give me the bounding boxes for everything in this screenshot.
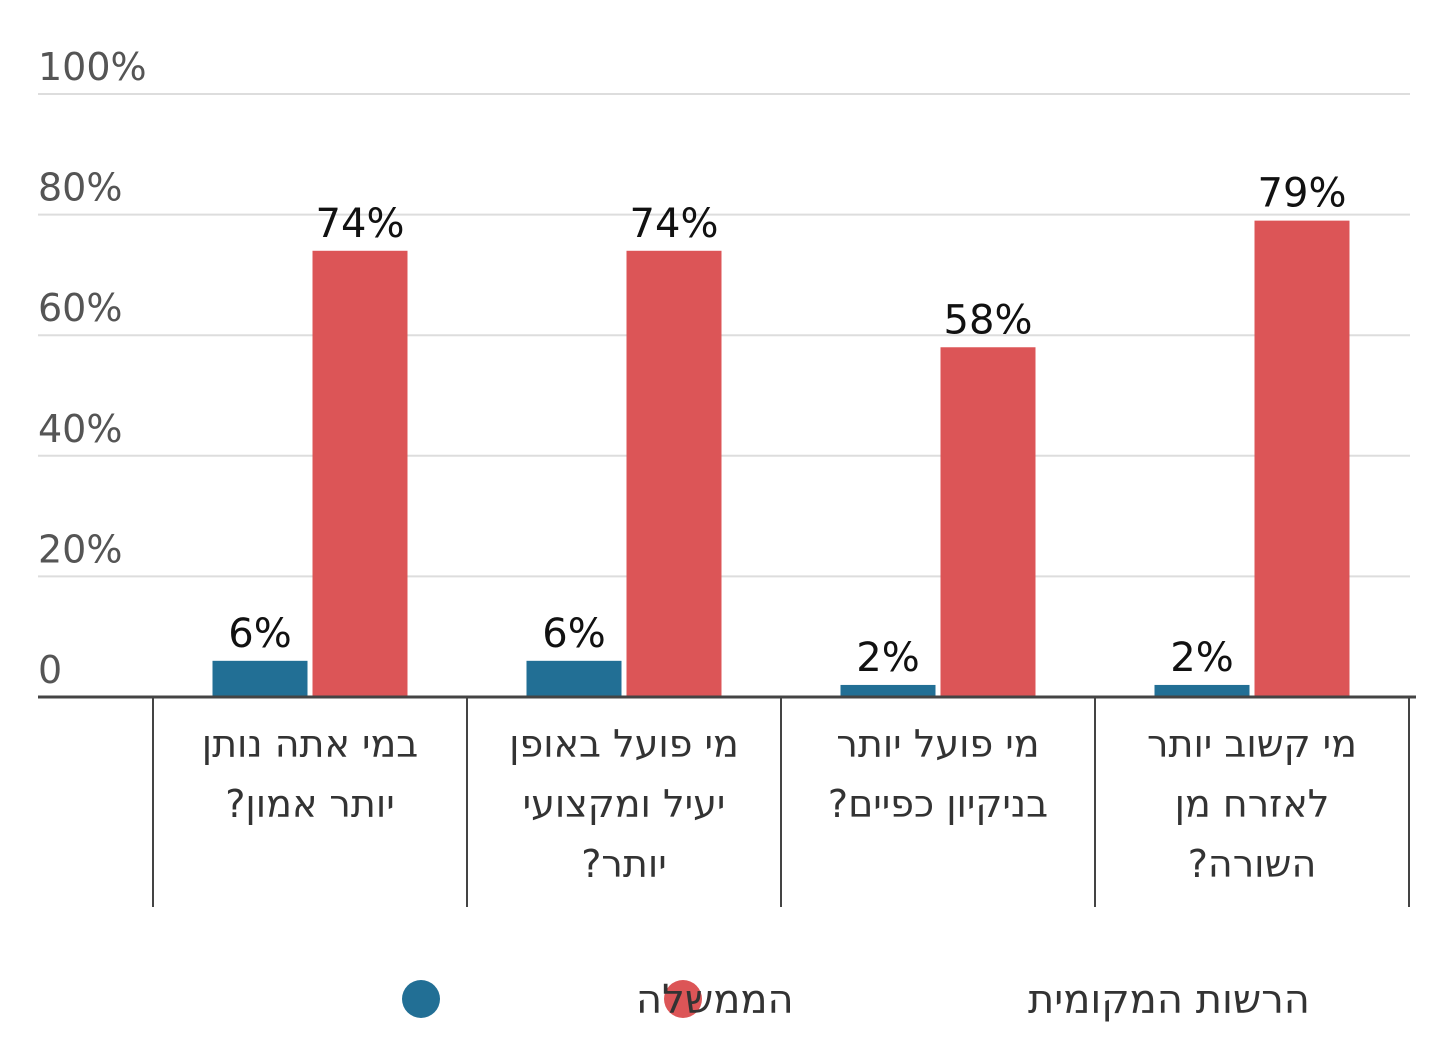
bar-local-authority (940, 347, 1036, 697)
bar-layer: 6% 6% 2% 2% 74% 74% 58% 79% (212, 171, 1350, 697)
legend: הרשות המקומית הממשלה (402, 977, 1310, 1023)
y-tick-label: 100% (38, 45, 147, 89)
legend-label: הרשות המקומית (1028, 977, 1310, 1023)
x-tick-label: מי פועל יותר (836, 722, 1039, 766)
data-label: 2% (856, 635, 919, 681)
bar-local-authority (312, 250, 408, 697)
x-tick-label: במי אתה נותן (202, 722, 419, 766)
x-tick-label: יעיל ומקצועי (523, 782, 726, 826)
bar-government (840, 684, 936, 697)
legend-swatch (402, 980, 440, 1018)
data-label: 2% (1170, 635, 1233, 681)
x-tick-label: השורה? (1188, 842, 1317, 886)
legend-swatch (664, 980, 702, 1018)
data-label: 74% (316, 201, 405, 247)
data-label: 58% (944, 297, 1033, 343)
bar-government (212, 660, 308, 697)
y-tick-label: 40% (38, 407, 122, 451)
bar-government (1154, 684, 1250, 697)
x-tick-label: מי פועל באופן (509, 722, 739, 766)
y-tick-label: 80% (38, 166, 122, 210)
bar-local-authority (1254, 220, 1350, 697)
bar-local-authority (626, 250, 722, 697)
legend-label: הממשלה (636, 977, 794, 1023)
y-tick-label: 60% (38, 286, 122, 330)
x-tick-label: יותר? (581, 842, 666, 886)
y-tick-label: 0 (38, 648, 62, 692)
grid-layer (38, 93, 1410, 578)
x-tick-label: יותר אמון? (225, 782, 394, 826)
axis-layer: 0 20% 40% 60% 80% 100% במי אתה נותן יותר אמון? מ… (38, 45, 1416, 907)
data-label: 74% (630, 201, 719, 247)
x-tick-label: לאזרח מן (1175, 782, 1330, 826)
data-label: 6% (542, 611, 605, 657)
bar-government (526, 660, 622, 697)
x-tick-label: מי קשוב יותר (1147, 722, 1357, 766)
y-tick-label: 20% (38, 527, 122, 571)
x-tick-label: בניקיון כפיים? (828, 782, 1048, 826)
data-label: 79% (1258, 171, 1347, 217)
data-label: 6% (228, 611, 291, 657)
